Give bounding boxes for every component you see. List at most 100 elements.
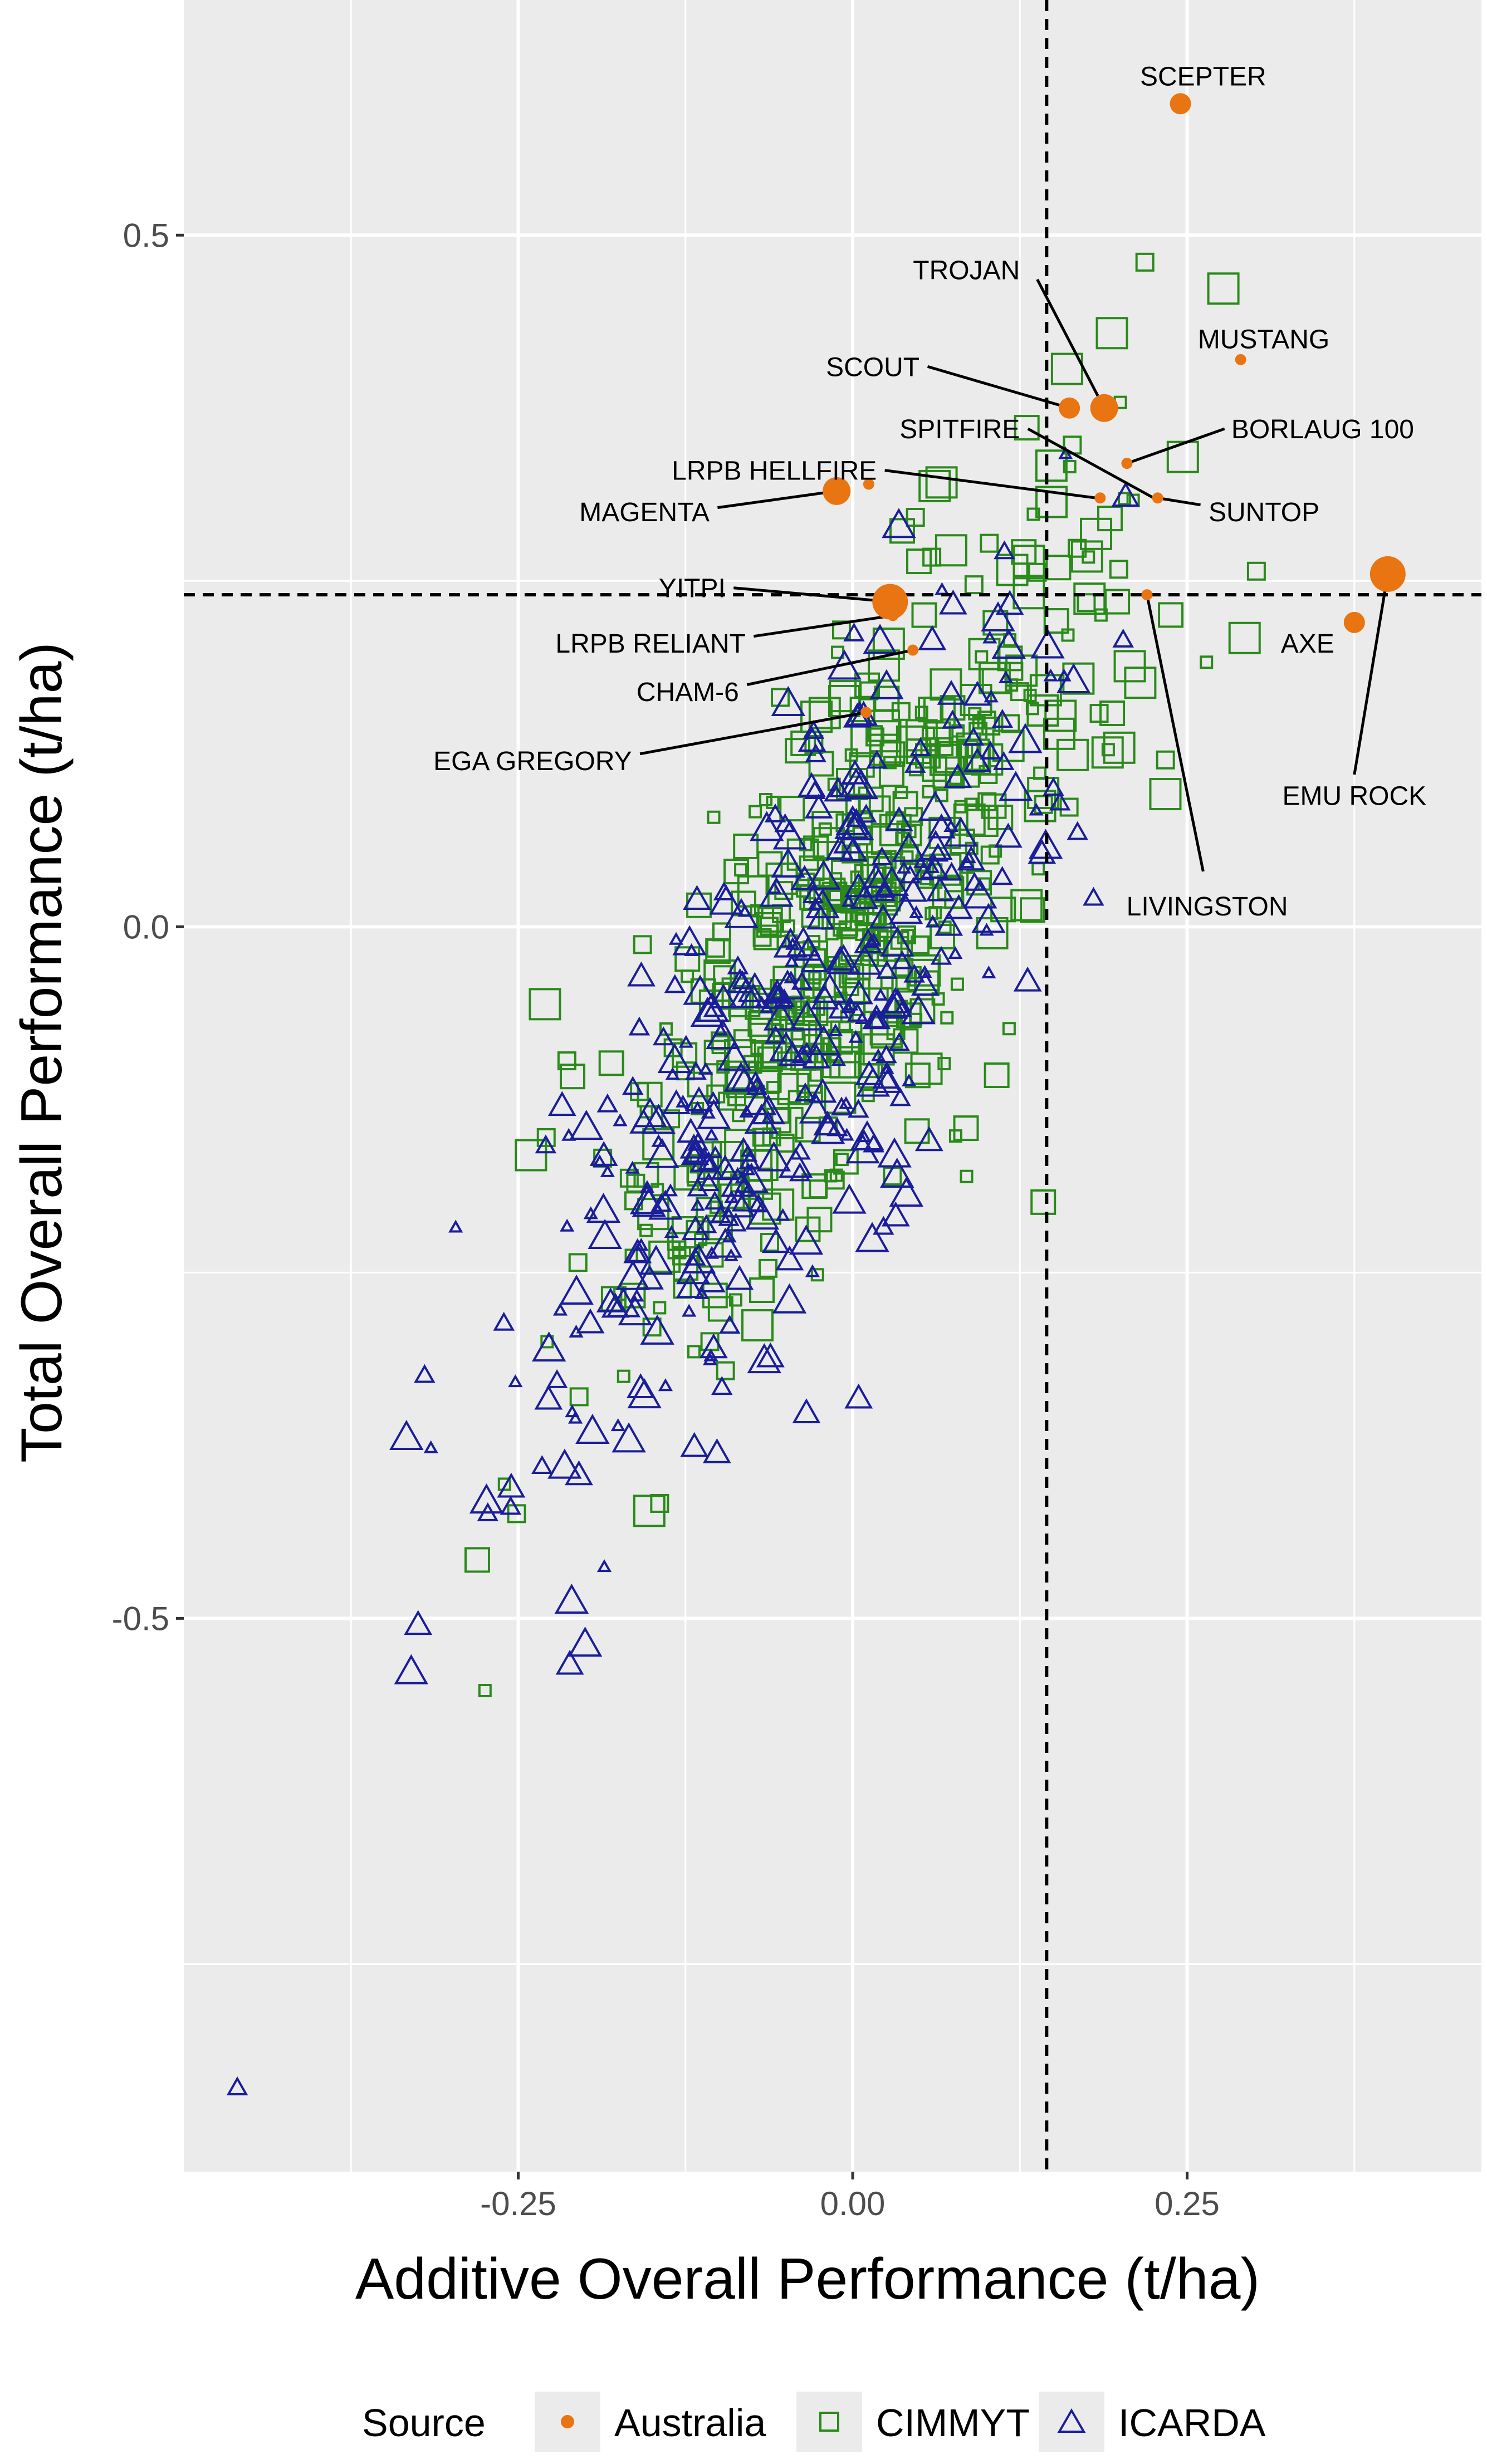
point-label: TROJAN xyxy=(913,256,1020,285)
cimmyt-point xyxy=(906,548,932,575)
icarda-point xyxy=(756,1342,785,1368)
cimmyt-point xyxy=(844,748,858,762)
australia-point xyxy=(863,478,874,490)
icarda-point xyxy=(855,804,877,823)
reference-lines xyxy=(184,0,1481,2172)
cimmyt-point xyxy=(808,751,834,777)
icarda-point xyxy=(888,1032,910,1051)
icarda-point xyxy=(739,1104,754,1118)
icarda-point xyxy=(835,805,870,835)
icarda-point xyxy=(702,1438,731,1463)
icarda-point xyxy=(711,1376,733,1395)
icarda-point xyxy=(845,807,867,827)
icarda-point xyxy=(676,1254,711,1285)
point-label: MUSTANG xyxy=(1198,325,1329,355)
icarda-point xyxy=(828,1023,843,1037)
icarda-point xyxy=(389,1419,424,1450)
icarda-point xyxy=(866,750,888,769)
icarda-point xyxy=(855,1222,889,1252)
cimmyt-point xyxy=(899,846,919,865)
icarda-point xyxy=(226,2076,248,2095)
cimmyt-point xyxy=(1094,608,1108,622)
icarda-point xyxy=(695,1214,717,1233)
icarda-point xyxy=(998,670,1014,683)
leader-line xyxy=(753,614,893,638)
icarda-point xyxy=(855,1060,883,1085)
cimmyt-point xyxy=(1020,897,1046,923)
icarda-point xyxy=(683,1144,706,1163)
icarda-point xyxy=(704,1191,726,1210)
cimmyt-point xyxy=(940,695,966,721)
icarda-point xyxy=(941,861,962,881)
cimmyt-point xyxy=(950,977,964,991)
cimmyt-point xyxy=(808,697,841,729)
icarda-point xyxy=(763,1000,798,1031)
icarda-point xyxy=(635,1264,664,1290)
icarda-point xyxy=(531,1455,553,1475)
icarda-point xyxy=(806,1025,841,1056)
icarda-point xyxy=(845,979,873,1005)
icarda-point xyxy=(745,1070,766,1090)
icarda-point xyxy=(684,1246,706,1266)
cimmyt-point xyxy=(1101,743,1115,757)
cimmyt-point xyxy=(1062,662,1095,695)
icarda-point xyxy=(708,1227,742,1258)
icarda-point xyxy=(789,1162,811,1182)
icarda-point xyxy=(469,1483,504,1514)
australia-series xyxy=(823,93,1406,718)
icarda-point xyxy=(871,846,893,865)
cimmyt-point xyxy=(749,805,762,819)
icarda-point xyxy=(938,589,967,615)
icarda-point xyxy=(963,680,992,706)
icarda-point xyxy=(565,1460,593,1486)
cimmyt-point xyxy=(980,533,999,553)
plot-background xyxy=(184,0,1481,2172)
cimmyt-point xyxy=(954,800,968,814)
icarda-point xyxy=(729,1137,758,1162)
cimmyt-point xyxy=(976,917,1009,949)
icarda-point xyxy=(840,1000,855,1013)
icarda-point xyxy=(991,628,1026,659)
cimmyt-point xyxy=(937,1057,951,1071)
cimmyt-point xyxy=(829,1168,843,1182)
icarda-point xyxy=(711,1154,740,1180)
cimmyt-point xyxy=(922,547,942,567)
leader-line xyxy=(639,711,867,756)
cimmyt-point xyxy=(642,1128,675,1160)
cimmyt-point xyxy=(743,1055,762,1074)
icarda-point xyxy=(1049,791,1071,811)
australia-point xyxy=(1343,611,1365,633)
icarda-point xyxy=(546,1369,568,1388)
icarda-point xyxy=(554,1583,589,1614)
icarda-point xyxy=(723,1248,738,1261)
cimmyt-point xyxy=(707,1296,733,1322)
icarda-point xyxy=(805,888,840,919)
icarda-point xyxy=(892,831,926,862)
cimmyt-point xyxy=(809,1068,823,1082)
cimmyt-point xyxy=(633,935,652,954)
cimmyt-point xyxy=(759,793,773,807)
icarda-point xyxy=(797,772,826,797)
icarda-point xyxy=(697,1267,726,1293)
cimmyt-point xyxy=(1113,650,1146,683)
australia-point xyxy=(1090,394,1118,422)
icarda-point xyxy=(775,1208,790,1221)
icarda-point xyxy=(569,1324,584,1338)
icarda-point xyxy=(625,1160,640,1174)
icarda-point xyxy=(773,927,808,958)
icarda-point xyxy=(759,1000,774,1013)
cimmyt-point xyxy=(752,1128,771,1147)
cimmyt-point xyxy=(536,1128,556,1147)
icarda-point xyxy=(844,769,879,800)
leader-line xyxy=(927,365,1070,410)
cimmyt-point xyxy=(895,976,909,990)
cimmyt-point xyxy=(1012,545,1045,577)
cimmyt-point xyxy=(1095,317,1128,350)
cimmyt-point xyxy=(964,797,978,811)
icarda-point xyxy=(937,679,966,705)
icarda-point xyxy=(826,946,855,971)
icarda-point xyxy=(863,935,878,948)
cimmyt-point xyxy=(749,1277,775,1304)
icarda-point xyxy=(672,925,707,956)
icarda-point xyxy=(722,1229,737,1243)
